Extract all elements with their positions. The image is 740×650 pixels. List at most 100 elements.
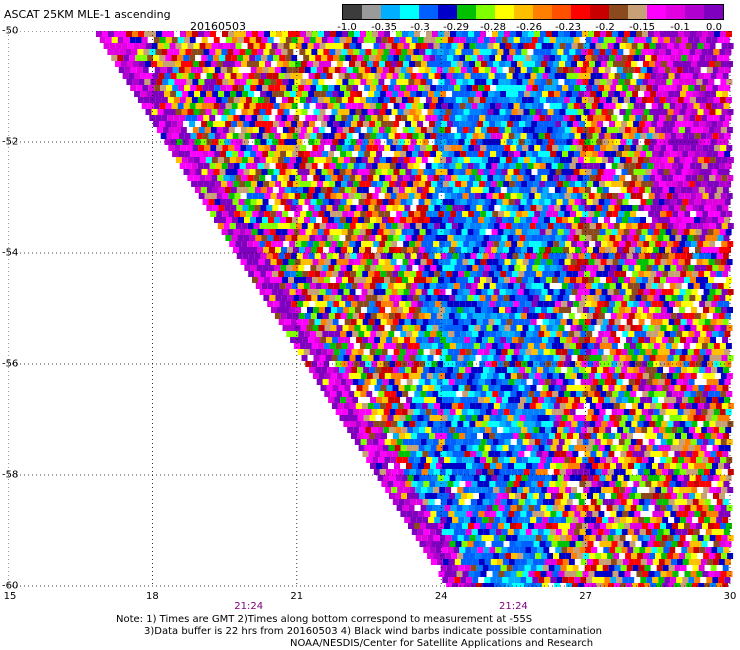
swath-cell bbox=[700, 331, 707, 337]
swath-cell bbox=[447, 55, 454, 61]
swath-cell bbox=[364, 265, 371, 271]
swath-cell bbox=[464, 253, 471, 259]
swath-cell bbox=[348, 79, 355, 85]
swath-cell bbox=[427, 109, 434, 115]
swath-cell bbox=[471, 103, 478, 109]
swath-cell bbox=[651, 121, 658, 127]
swath-cell bbox=[600, 277, 606, 283]
swath-cell bbox=[610, 151, 617, 157]
swath-cell bbox=[278, 253, 285, 259]
swath-cell bbox=[704, 187, 711, 193]
swath-cell bbox=[299, 49, 306, 55]
swath-cell bbox=[312, 193, 319, 199]
swath-cell bbox=[469, 109, 476, 115]
swath-cell bbox=[593, 97, 600, 103]
swath-cell bbox=[562, 313, 569, 319]
swath-cell bbox=[215, 163, 222, 169]
swath-cell bbox=[571, 223, 578, 229]
swath-cell bbox=[641, 295, 648, 301]
swath-cell bbox=[639, 103, 646, 109]
swath-cell bbox=[273, 37, 280, 43]
swath-cell bbox=[713, 115, 720, 121]
swath-cell bbox=[342, 193, 349, 199]
swath-cell bbox=[557, 229, 564, 235]
swath-cell bbox=[554, 205, 561, 211]
swath-cell bbox=[680, 319, 687, 325]
swath-cell bbox=[487, 241, 494, 247]
swath-cell bbox=[660, 325, 667, 331]
swath-cell bbox=[713, 247, 719, 253]
swath-cell bbox=[442, 85, 449, 91]
swath-cell bbox=[440, 91, 447, 97]
swath-cell bbox=[141, 55, 148, 61]
swath-cell bbox=[289, 223, 296, 229]
swath-cell bbox=[428, 337, 435, 343]
swath-cell bbox=[709, 157, 716, 163]
swath-cell bbox=[378, 31, 384, 37]
swath-cell bbox=[438, 193, 445, 199]
swath-cell bbox=[515, 49, 522, 55]
swath-cell bbox=[244, 265, 251, 271]
swath-cell bbox=[488, 253, 495, 259]
swath-cell bbox=[303, 37, 310, 43]
swath-cell bbox=[547, 355, 554, 361]
swath-cell bbox=[413, 181, 420, 187]
swath-cell bbox=[253, 241, 260, 247]
swath-cell bbox=[231, 169, 238, 175]
swath-cell bbox=[475, 355, 482, 361]
swath-cell bbox=[701, 343, 708, 349]
swath-cell bbox=[488, 205, 495, 211]
swath-cell bbox=[447, 235, 454, 241]
swath-cell bbox=[260, 139, 267, 145]
swath-cell bbox=[323, 361, 330, 367]
swath-cell bbox=[566, 139, 573, 145]
swath-cell bbox=[322, 313, 329, 319]
swath-cell bbox=[530, 271, 537, 277]
swath-cell bbox=[577, 61, 583, 67]
swath-cell bbox=[647, 115, 654, 121]
swath-cell bbox=[399, 121, 406, 127]
swath-cell bbox=[354, 31, 360, 37]
swath-cell bbox=[467, 115, 474, 121]
swath-cell bbox=[416, 205, 423, 211]
swath-cell bbox=[384, 127, 391, 133]
swath-cell bbox=[184, 85, 191, 91]
swath-cell bbox=[361, 355, 368, 361]
swath-cell bbox=[557, 115, 564, 121]
swath-cell bbox=[544, 313, 551, 319]
swath-cell bbox=[256, 67, 263, 73]
swath-cell bbox=[310, 331, 317, 337]
swath-cell bbox=[194, 139, 201, 145]
swath-cell bbox=[403, 241, 410, 247]
swath-cell bbox=[233, 247, 239, 253]
swath-cell bbox=[463, 307, 469, 313]
swath-cell bbox=[343, 241, 350, 247]
swath-cell bbox=[520, 199, 527, 205]
swath-cell bbox=[343, 223, 350, 229]
swath-cell bbox=[224, 187, 231, 193]
swath-cell bbox=[190, 151, 197, 157]
swath-cell bbox=[372, 277, 378, 283]
swath-cell bbox=[111, 37, 118, 43]
swath-cell bbox=[260, 91, 267, 97]
swath-cell bbox=[709, 109, 716, 115]
swath-cell bbox=[644, 205, 651, 211]
swath-cell bbox=[691, 307, 697, 313]
swath-cell bbox=[292, 85, 299, 91]
swath-cell bbox=[696, 193, 703, 199]
swath-cell bbox=[556, 67, 563, 73]
swath-cell bbox=[358, 199, 365, 205]
swath-cell bbox=[429, 169, 436, 175]
swath-cell bbox=[557, 97, 564, 103]
swath-cell bbox=[198, 79, 205, 85]
swath-cell bbox=[328, 85, 335, 91]
swath-cell bbox=[645, 301, 652, 307]
swath-cell bbox=[638, 73, 645, 79]
swath-cell bbox=[660, 259, 667, 265]
swath-cell bbox=[560, 91, 567, 97]
swath-cell bbox=[647, 247, 653, 253]
swath-cell bbox=[603, 37, 610, 43]
swath-cell bbox=[322, 217, 328, 223]
swath-cell bbox=[658, 67, 665, 73]
swath-cell bbox=[335, 115, 342, 121]
